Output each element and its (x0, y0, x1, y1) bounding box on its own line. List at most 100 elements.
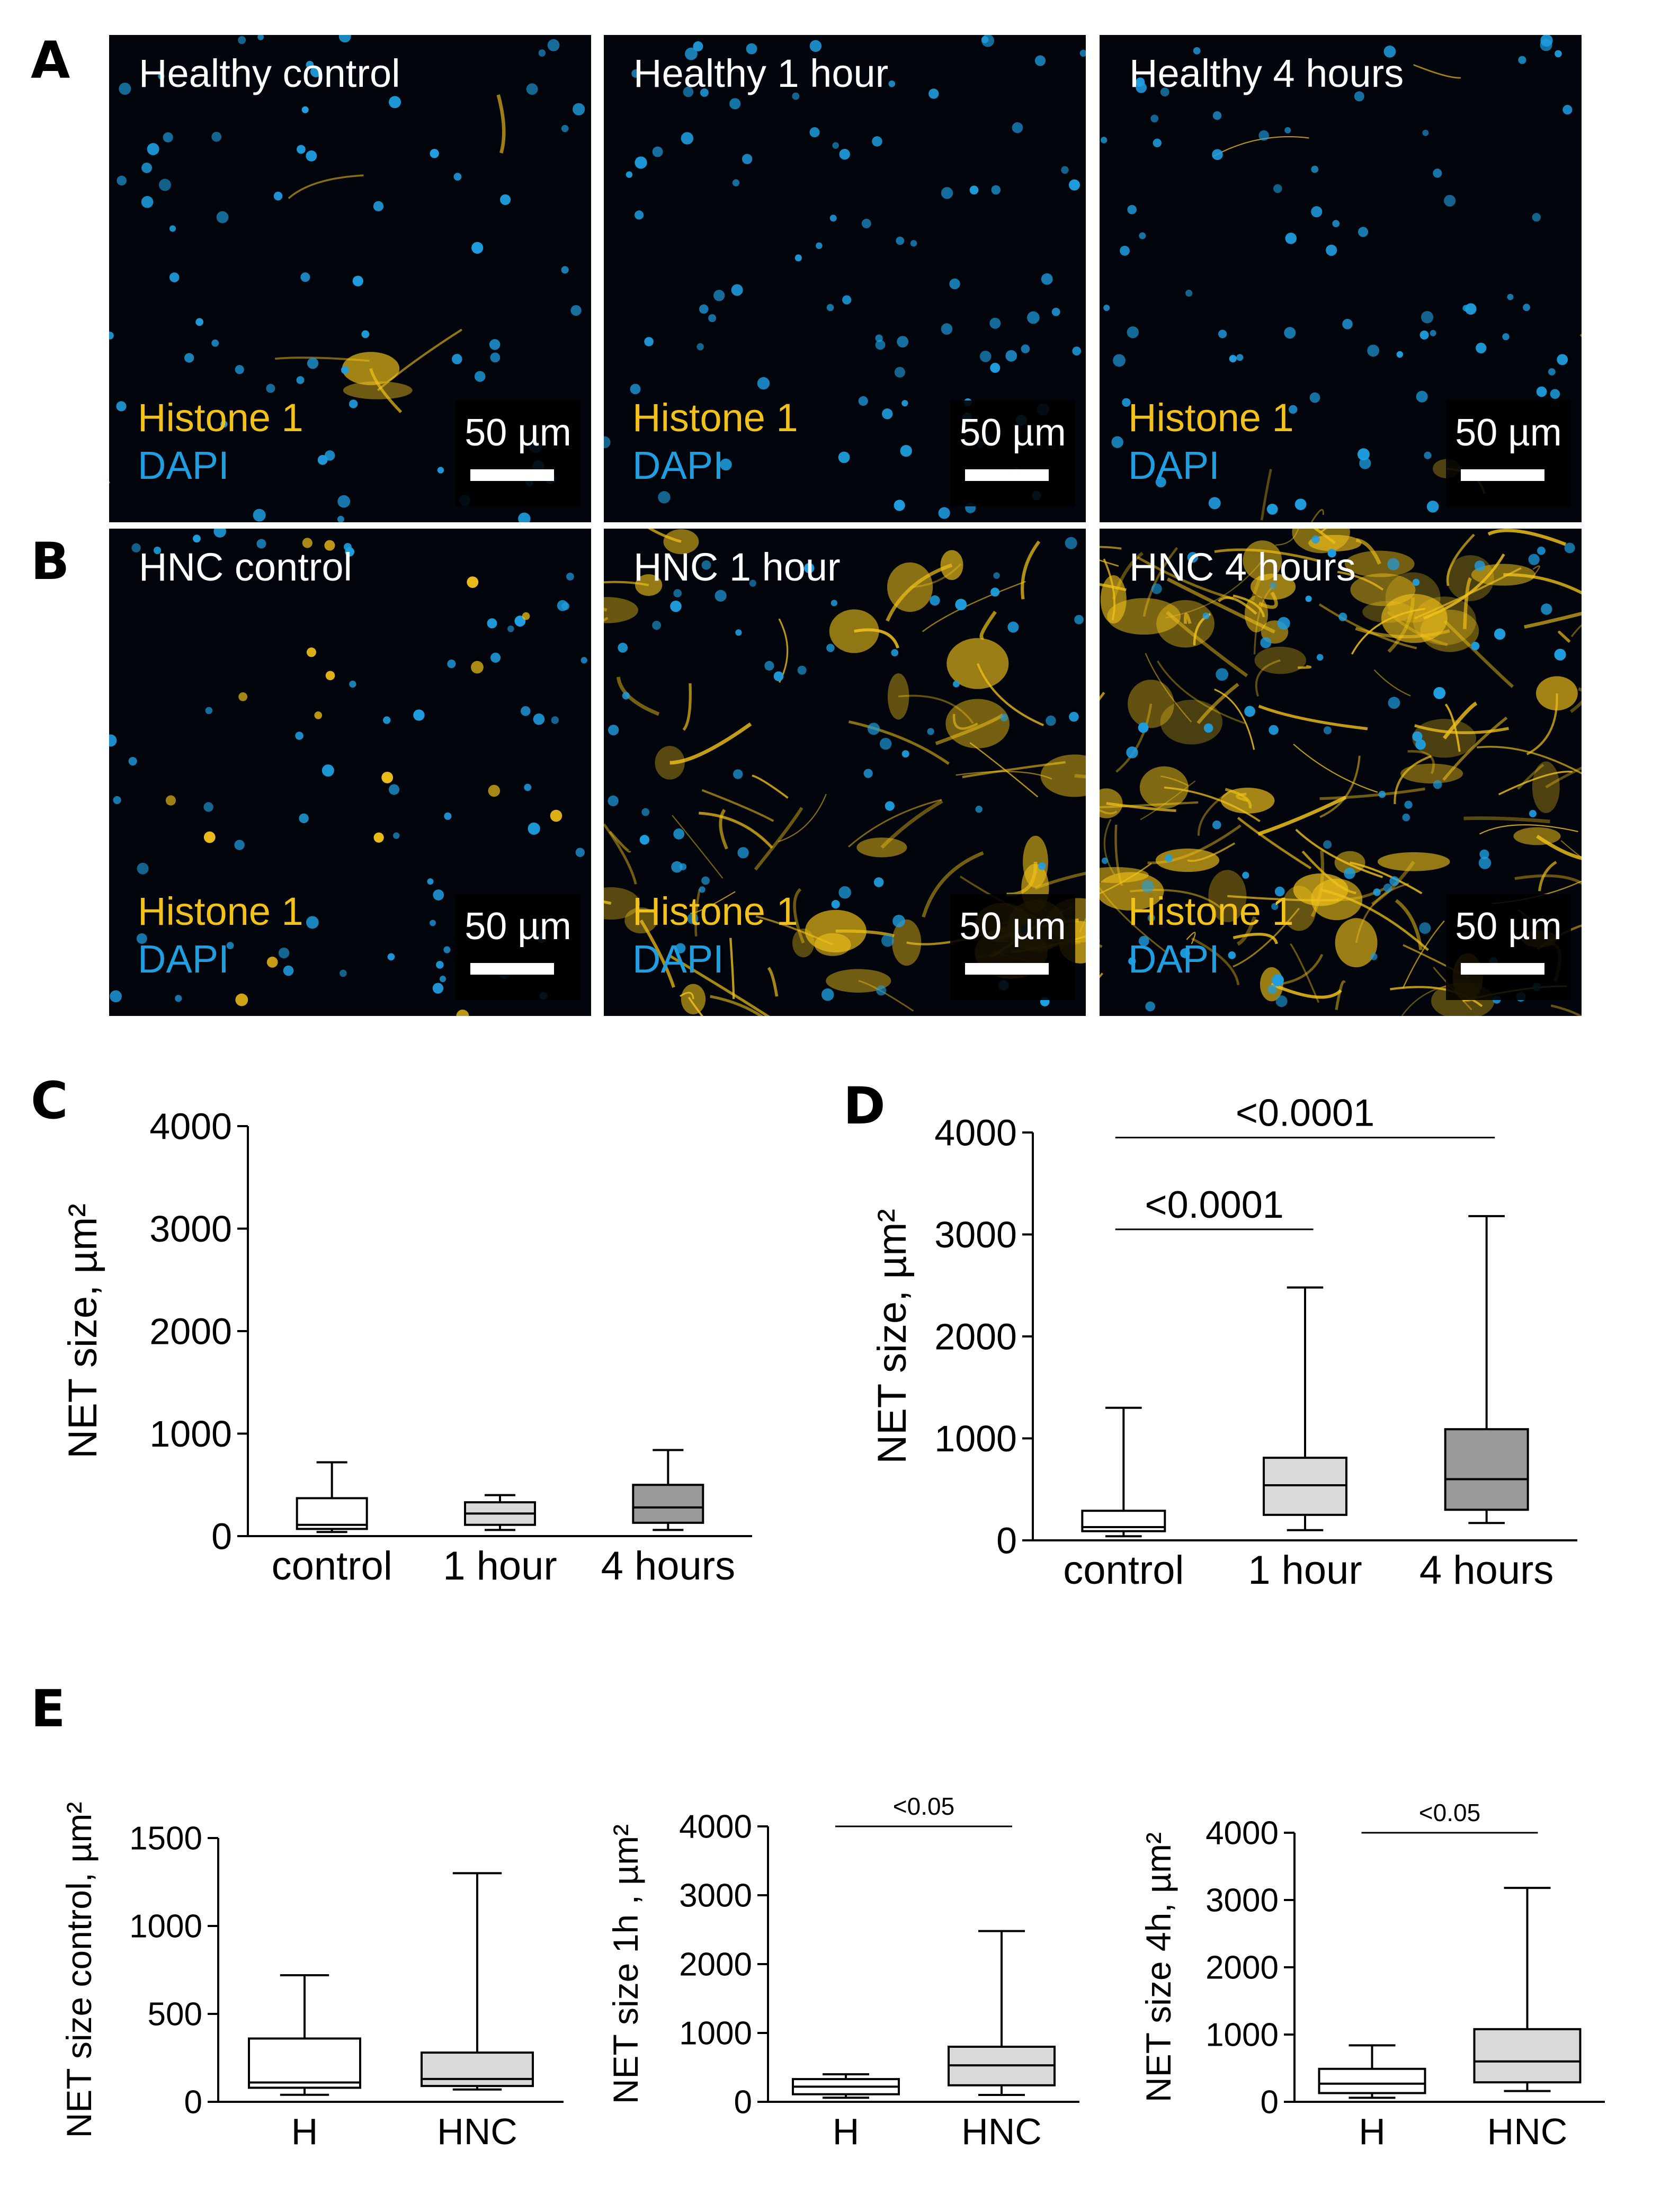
box-plot-control (1081, 1406, 1166, 1538)
stain-label-histone: Histone 1 (632, 889, 798, 933)
box-plot-hnc (1473, 1887, 1582, 2092)
panel-letter-d: D (843, 1076, 886, 1136)
box-plot-control (296, 1461, 368, 1533)
stain-label-histone: Histone 1 (138, 396, 303, 440)
stain-label-dapi: DAPI (1128, 443, 1220, 487)
significance-label: <0.0001 (1236, 1092, 1374, 1135)
y-tick-label: 4000 (1205, 1815, 1279, 1852)
x-tick-label: H (1359, 2111, 1386, 2152)
box-plot-1-hour (464, 1494, 536, 1531)
micrograph-image (109, 35, 585, 522)
box-plot-h (248, 1974, 361, 2096)
box-plot-h (1318, 2044, 1426, 2099)
chart-e2: 0 1000 2000 3000 4000 H HNC NET size 1h , µm² <0… (606, 1792, 1079, 2152)
y-tick-label: 1000 (679, 2015, 752, 2052)
panel-letter-e: E (31, 1679, 66, 1738)
micrograph-panel: HNC 1 hour Histone 1 DAPI 50 µm (604, 529, 1086, 1016)
x-tick-label: HNC (961, 2111, 1042, 2152)
stain-label-dapi: DAPI (138, 937, 229, 981)
x-tick-label: 1 hour (1248, 1548, 1362, 1593)
box-plot-4-hours (1444, 1215, 1529, 1524)
panel-letter-b: B (31, 532, 70, 591)
box-plot-h (792, 2073, 900, 2099)
y-tick-label: 1000 (149, 1413, 232, 1455)
scale-bar-box: 50 µm (1446, 400, 1571, 506)
micrograph-title: Healthy 4 hours (1129, 51, 1404, 95)
y-axis-label: NET size 1h , µm² (606, 1824, 645, 2104)
stain-label-histone: Histone 1 (1128, 396, 1294, 440)
y-tick-label: 0 (996, 1520, 1017, 1562)
y-tick-label: 4000 (679, 1809, 752, 1845)
significance-label: <0.0001 (1145, 1184, 1284, 1226)
scale-bar-box: 50 µm (1446, 894, 1571, 1000)
y-tick-label: 0 (734, 2084, 752, 2121)
y-tick-label: 3000 (679, 1878, 752, 1914)
y-tick-label: 3000 (1205, 1883, 1279, 1919)
micrograph-panel: Healthy 1 hour Histone 1 DAPI 50 µm (604, 35, 1086, 522)
y-tick-label: 1500 (129, 1821, 202, 1857)
box-iqr (1081, 1510, 1166, 1532)
box-iqr (296, 1497, 368, 1530)
chart-d: 0 1000 2000 3000 4000 control 1 hour 4 hours NET… (870, 1092, 1577, 1593)
panel-letter-c: C (31, 1071, 68, 1130)
y-tick-label: 2000 (679, 1947, 752, 1983)
y-tick-label: 1000 (1205, 2017, 1279, 2054)
scale-bar (1461, 963, 1544, 975)
stain-label-histone: Histone 1 (632, 396, 798, 440)
micrograph-image (1100, 529, 1582, 1016)
scale-bar-box: 50 µm (950, 894, 1075, 1000)
y-tick-label: 0 (211, 1516, 232, 1557)
micrograph-title: HNC 1 hour (633, 545, 841, 589)
x-tick-label: 4 hours (1419, 1548, 1554, 1593)
scale-bar-box: 50 µm (456, 894, 581, 1000)
x-tick-label: HNC (437, 2111, 517, 2152)
y-tick-label: 3000 (934, 1214, 1017, 1255)
x-tick-label: H (833, 2111, 860, 2152)
x-tick-label: control (272, 1544, 392, 1589)
micrograph-title: HNC 4 hours (1129, 545, 1356, 589)
micrograph-title: Healthy 1 hour (633, 51, 889, 95)
y-tick-label: 2000 (1205, 1950, 1279, 1986)
scale-bar-label: 50 µm (959, 905, 1066, 948)
box-iqr (1263, 1457, 1347, 1516)
stain-label-histone: Histone 1 (1128, 889, 1294, 933)
box-iqr (632, 1484, 704, 1524)
stain-label-dapi: DAPI (138, 443, 229, 487)
scale-bar-label: 50 µm (1455, 412, 1562, 454)
y-tick-label: 1000 (129, 1908, 202, 1945)
scale-bar-label: 50 µm (465, 412, 571, 454)
box-iqr (1318, 2067, 1426, 2094)
x-tick-label: control (1063, 1548, 1184, 1593)
box-iqr (1473, 2028, 1582, 2084)
scale-bar (1461, 469, 1544, 481)
x-tick-label: 1 hour (443, 1544, 557, 1589)
y-tick-label: 2000 (934, 1316, 1017, 1358)
significance-label: <0.05 (1419, 1799, 1480, 1826)
y-tick-label: 1000 (934, 1418, 1017, 1459)
x-tick-label: 4 hours (601, 1544, 736, 1589)
box-plot-1-hour (1263, 1286, 1347, 1531)
y-axis-label: NET size 4h, µm² (1139, 1832, 1178, 2102)
scale-bar (965, 963, 1049, 975)
box-plot-hnc (948, 1930, 1056, 2096)
micrograph-panel: Healthy 4 hours Histone 1 DAPI 50 µm (1100, 35, 1582, 522)
box-iqr (421, 2052, 534, 2088)
micrograph-image (1100, 35, 1582, 522)
y-tick-label: 500 (148, 1996, 202, 2033)
box-plot-hnc (421, 1872, 534, 2091)
micrograph-panel: Healthy control Histone 1 DAPI 50 µm (109, 35, 591, 522)
box-plot-4-hours (632, 1449, 704, 1531)
chart-e1: 0 500 1000 1500 H HNC NET size control, µm² (59, 1802, 564, 2152)
box-iqr (248, 2037, 361, 2089)
scale-bar-box: 50 µm (950, 400, 1075, 506)
chart-e3: 0 1000 2000 3000 4000 H HNC NET size 4h, µm² <0.… (1139, 1799, 1605, 2152)
box-iqr (948, 2046, 1056, 2086)
stain-label-dapi: DAPI (632, 937, 724, 981)
y-axis-label: NET size, µm² (870, 1209, 915, 1464)
y-tick-label: 4000 (934, 1112, 1017, 1154)
box-iqr (1444, 1428, 1529, 1511)
chart-c: 0 1000 2000 3000 4000 control 1 hour 4 hours NET… (60, 1106, 752, 1589)
micrograph-panel: HNC control Histone 1 DAPI 50 µm (109, 529, 591, 1016)
scale-bar (470, 963, 554, 975)
